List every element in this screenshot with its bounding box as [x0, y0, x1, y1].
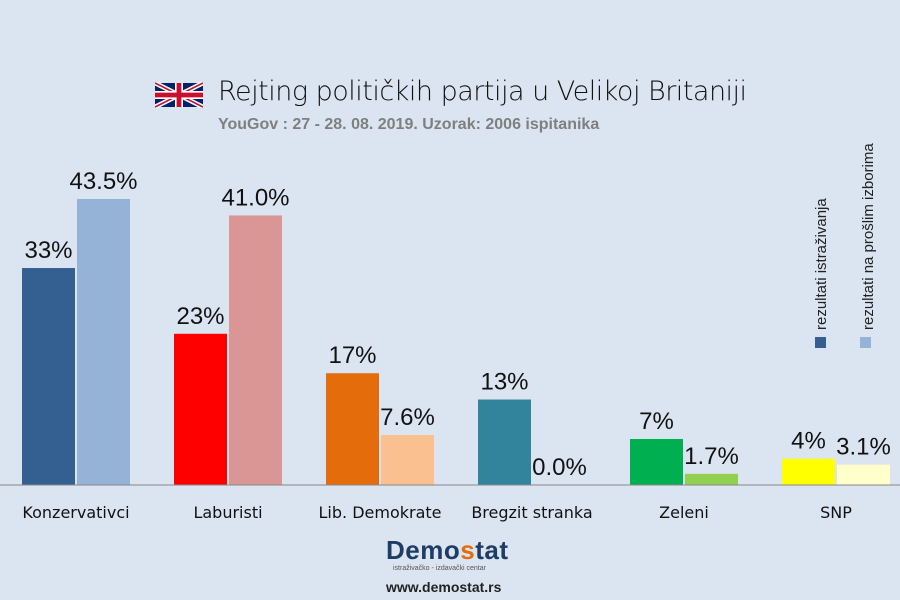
data-label: 0.0% — [532, 454, 587, 481]
logo-part: s — [460, 535, 476, 565]
data-label: 13% — [480, 369, 528, 396]
bar — [685, 473, 738, 485]
category-label: Zeleni — [659, 503, 709, 522]
data-label: 41.0% — [221, 184, 289, 211]
bar — [77, 199, 130, 485]
data-label: 1.7% — [684, 443, 739, 470]
bar — [478, 399, 531, 485]
data-label: 17% — [328, 342, 376, 369]
chart-subtitle: YouGov : 27 - 28. 08. 2019. Uzorak: 2006… — [218, 116, 600, 133]
bar — [381, 435, 434, 485]
legend-label-election: rezultati na prošlim izborima — [860, 143, 877, 330]
data-label: 33% — [24, 237, 72, 264]
data-label: 4% — [791, 428, 826, 455]
chart-title: Rejting političkih partija u Velikoj Bri… — [218, 76, 747, 107]
bar — [22, 268, 75, 485]
category-label: Laburisti — [193, 503, 262, 522]
bar — [174, 333, 227, 485]
bar — [837, 464, 890, 485]
logo-part: tat — [475, 535, 509, 565]
bar — [630, 438, 683, 485]
legend-swatch-election — [860, 337, 871, 348]
category-label: Bregzit stranka — [471, 503, 592, 522]
demostat-logo: Demostat — [386, 537, 509, 564]
category-label: SNP — [820, 503, 852, 522]
logo-part: Demo — [386, 535, 461, 565]
data-label: 43.5% — [69, 168, 137, 195]
legend-label-survey: rezultati istraživanja — [813, 198, 830, 330]
logo-tagline: istraživačko - izdavački centar — [393, 565, 486, 572]
data-label: 7.6% — [380, 404, 435, 431]
category-label: Lib. Demokrate — [319, 503, 442, 522]
bar — [782, 458, 835, 485]
uk-flag-icon — [155, 82, 203, 108]
bar — [229, 215, 282, 486]
legend-swatch-survey — [815, 337, 826, 348]
website-link[interactable]: www.demostat.rs — [386, 579, 502, 595]
data-label: 3.1% — [836, 434, 891, 461]
data-label: 23% — [176, 303, 224, 330]
data-label: 7% — [639, 408, 674, 435]
bar — [326, 373, 379, 485]
category-label: Konzervativci — [22, 503, 129, 522]
